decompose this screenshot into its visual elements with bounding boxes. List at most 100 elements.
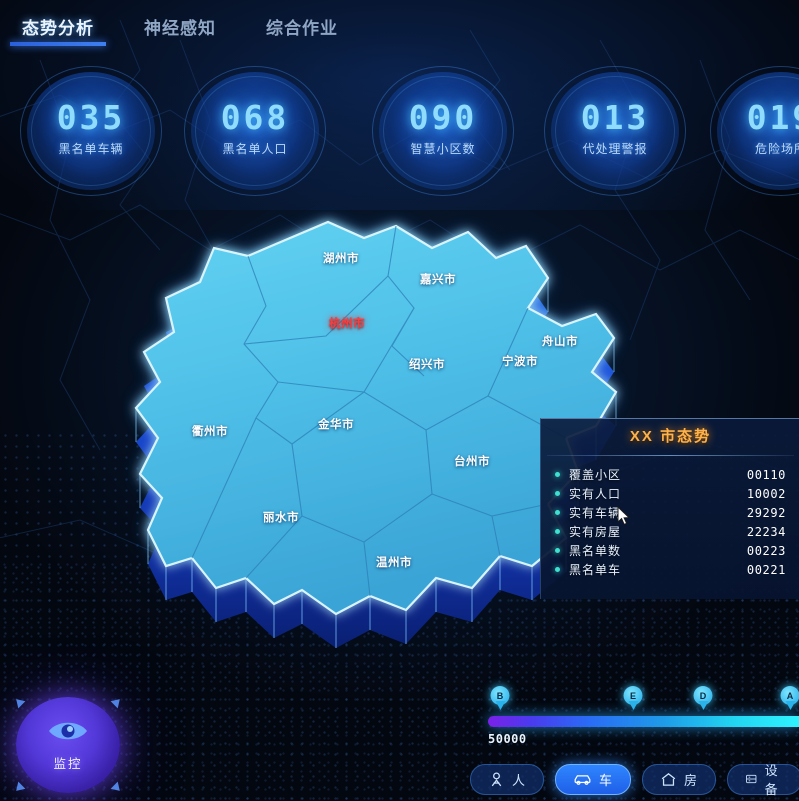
- tab-neural-perception[interactable]: 神经感知: [144, 19, 216, 38]
- panel-divider: [547, 455, 794, 456]
- row-value: 00223: [746, 543, 786, 558]
- corner-marker-br: [110, 781, 124, 795]
- row-key: 实有人口: [569, 487, 622, 501]
- row-key: 黑名单车: [569, 563, 622, 577]
- row-value: 00221: [746, 562, 786, 577]
- kpi-label: 智慧小区数: [410, 142, 476, 156]
- monitor-button[interactable]: 监控: [8, 694, 128, 796]
- legend-pin-a[interactable]: A: [780, 686, 799, 711]
- kpi-blacklist-vehicles[interactable]: 035 黑名单车辆: [16, 66, 166, 196]
- row-key: 黑名单数: [569, 544, 622, 558]
- car-icon: [574, 774, 591, 785]
- kpi-label: 代处理警报: [582, 142, 648, 156]
- bullet-dot: [555, 567, 560, 572]
- city-label-taizhou[interactable]: 台州市: [454, 456, 490, 468]
- kpi-smart-communities[interactable]: 090 智慧小区数: [368, 66, 518, 196]
- row-value: 10002: [746, 486, 786, 501]
- kpi-blacklist-population[interactable]: 068 黑名单人口: [180, 66, 330, 196]
- pin-tip: [495, 701, 505, 710]
- monitor-label: 监控: [53, 757, 83, 771]
- house-icon: [661, 772, 676, 786]
- kpi-label: 黑名单人口: [222, 142, 288, 156]
- row-key: 实有房屋: [569, 525, 622, 539]
- person-icon: [491, 771, 502, 786]
- panel-row-actual-vehicles[interactable]: 实有车辆 29292: [555, 503, 786, 522]
- monitor-orb: [16, 697, 120, 793]
- pin-label: D: [693, 686, 713, 705]
- city-label-huzhou[interactable]: 湖州市: [323, 253, 359, 265]
- filter-vehicles[interactable]: 车: [555, 763, 632, 795]
- kpi-label: 危险场所: [754, 142, 799, 156]
- kpi-inner-ring: [555, 76, 675, 186]
- panel-row-covered-communities[interactable]: 覆盖小区 00110: [555, 465, 786, 484]
- row-key: 实有车辆: [569, 506, 622, 520]
- city-label-zhoushan[interactable]: 舟山市: [542, 336, 578, 348]
- bullet-dot: [555, 510, 560, 515]
- device-icon: [746, 774, 757, 784]
- kpi-inner-ring: [383, 76, 503, 186]
- legend-pin-d[interactable]: D: [693, 686, 713, 711]
- bullet-dot: [555, 529, 560, 534]
- pin-label: B: [490, 686, 510, 705]
- filter-people[interactable]: 人: [470, 763, 545, 795]
- kpi-row: 035 黑名单车辆 068 黑名单人口 090 智慧小区数: [0, 66, 799, 196]
- kpi-label: 黑名单车辆: [58, 142, 124, 156]
- city-label-hangzhou[interactable]: 杭州市: [329, 318, 365, 330]
- tab-comprehensive-operations[interactable]: 综合作业: [266, 19, 338, 38]
- tab-bar: 态势分析 神经感知 综合作业: [0, 0, 799, 46]
- filter-label: 人: [512, 772, 527, 788]
- filter-label: 房: [684, 772, 699, 788]
- filter-pill-row: 人 车 房 设备: [470, 762, 799, 797]
- row-key: 覆盖小区: [569, 468, 622, 482]
- kpi-value: 035: [56, 98, 126, 137]
- density-legend: B E D A 50000: [488, 686, 799, 748]
- filter-devices[interactable]: 设备: [727, 763, 799, 797]
- city-situation-panel: XX 市态势 覆盖小区 00110 实有人口 10002 实有车辆 29292 …: [540, 418, 799, 599]
- kpi-value: 019: [746, 98, 799, 137]
- city-label-lishui[interactable]: 丽水市: [263, 512, 299, 524]
- pin-tip: [785, 701, 795, 710]
- city-label-ningbo[interactable]: 宁波市: [502, 356, 538, 368]
- kpi-value: 013: [580, 98, 650, 137]
- kpi-outer-ring: [544, 66, 686, 196]
- map-svg[interactable]: [96, 186, 676, 656]
- kpi-inner-ring: [31, 76, 151, 186]
- filter-label: 设备: [764, 763, 779, 797]
- corner-marker-tr: [110, 695, 124, 709]
- row-value: 22234: [746, 524, 786, 539]
- legend-pins: B E D A: [488, 686, 799, 714]
- legend-pin-e[interactable]: E: [623, 686, 643, 711]
- kpi-outer-ring: [184, 66, 326, 196]
- tab-situation-analysis[interactable]: 态势分析: [8, 20, 108, 46]
- pin-label: A: [780, 686, 799, 705]
- panel-row-blacklist-count[interactable]: 黑名单数 00223: [555, 541, 786, 560]
- pin-tip: [698, 701, 708, 710]
- legend-gradient-bar[interactable]: [488, 716, 799, 727]
- city-label-wenzhou[interactable]: 温州市: [376, 557, 412, 569]
- panel-rows: 覆盖小区 00110 实有人口 10002 实有车辆 29292 实有房屋 22…: [541, 456, 799, 579]
- pin-label: E: [623, 686, 643, 705]
- filter-label: 车: [599, 772, 614, 788]
- city-label-jiaxing[interactable]: 嘉兴市: [420, 274, 456, 286]
- kpi-value: 068: [220, 98, 290, 137]
- legend-pin-b[interactable]: B: [490, 686, 510, 711]
- panel-row-actual-houses[interactable]: 实有房屋 22234: [555, 522, 786, 541]
- filter-houses[interactable]: 房: [642, 763, 717, 795]
- province-map[interactable]: 湖州市 嘉兴市 杭州市 舟山市 绍兴市 宁波市 衢州市 金华市 台州市 丽水市 …: [96, 186, 676, 656]
- panel-row-blacklist-vehicles[interactable]: 黑名单车 00221: [555, 560, 786, 579]
- kpi-inner-ring: [195, 76, 315, 186]
- corner-marker-bl: [12, 781, 26, 795]
- kpi-outer-ring: [372, 66, 514, 196]
- city-label-shaoxing[interactable]: 绍兴市: [409, 359, 445, 371]
- kpi-outer-ring: [20, 66, 162, 196]
- city-label-quzhou[interactable]: 衢州市: [192, 426, 228, 438]
- bullet-dot: [555, 548, 560, 553]
- bullet-dot: [555, 491, 560, 496]
- kpi-value: 090: [408, 98, 478, 137]
- header: 态势分析 神经感知 综合作业: [0, 0, 799, 52]
- corner-marker-tl: [12, 695, 26, 709]
- panel-row-actual-population[interactable]: 实有人口 10002: [555, 484, 786, 503]
- kpi-dangerous-places[interactable]: 019 危险场所: [706, 66, 799, 196]
- kpi-pending-alerts[interactable]: 013 代处理警报: [540, 66, 690, 196]
- city-label-jinhua[interactable]: 金华市: [318, 419, 354, 431]
